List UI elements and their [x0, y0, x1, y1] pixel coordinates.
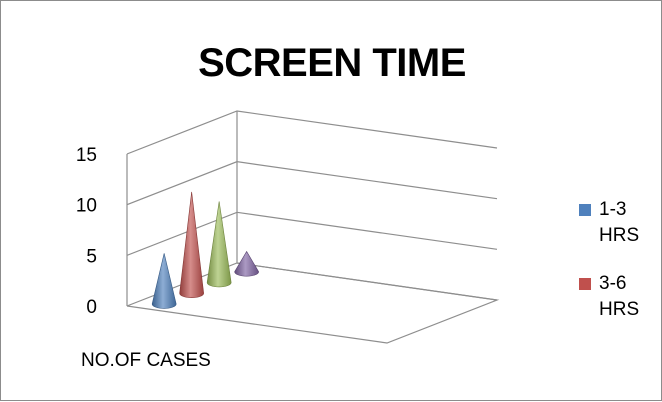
legend-swatch — [579, 278, 591, 290]
y-tick-label: 15 — [76, 145, 97, 166]
y-tick-label: 0 — [86, 297, 97, 318]
gridline-10 — [126, 161, 498, 206]
cone-body — [151, 253, 177, 309]
cone-1-3-hrs — [151, 253, 177, 309]
legend-label: 1-3 HRS — [599, 199, 640, 246]
gridline-15 — [126, 110, 498, 155]
chart-title: SCREEN TIME — [198, 41, 466, 85]
y-tick-label: 10 — [76, 196, 97, 217]
x-category-label: NO.OF CASES — [81, 350, 211, 371]
legend-item: 3-6 HRS — [579, 271, 659, 323]
cone-3-6-hrs — [179, 191, 204, 299]
cone-series-3 — [206, 201, 232, 288]
cone-body — [206, 201, 232, 288]
legend-label: 3-6 HRS — [599, 273, 640, 320]
y-tick-label: 5 — [86, 246, 97, 267]
legend-item: 1-3 HRS — [579, 197, 659, 249]
gridline-5 — [126, 211, 498, 256]
cone-body — [234, 250, 259, 277]
cone-body — [179, 191, 204, 299]
cone-series-4 — [234, 250, 259, 277]
chart-legend: 1-3 HRS 3-6 HRS — [579, 197, 659, 345]
legend-swatch — [579, 204, 591, 216]
